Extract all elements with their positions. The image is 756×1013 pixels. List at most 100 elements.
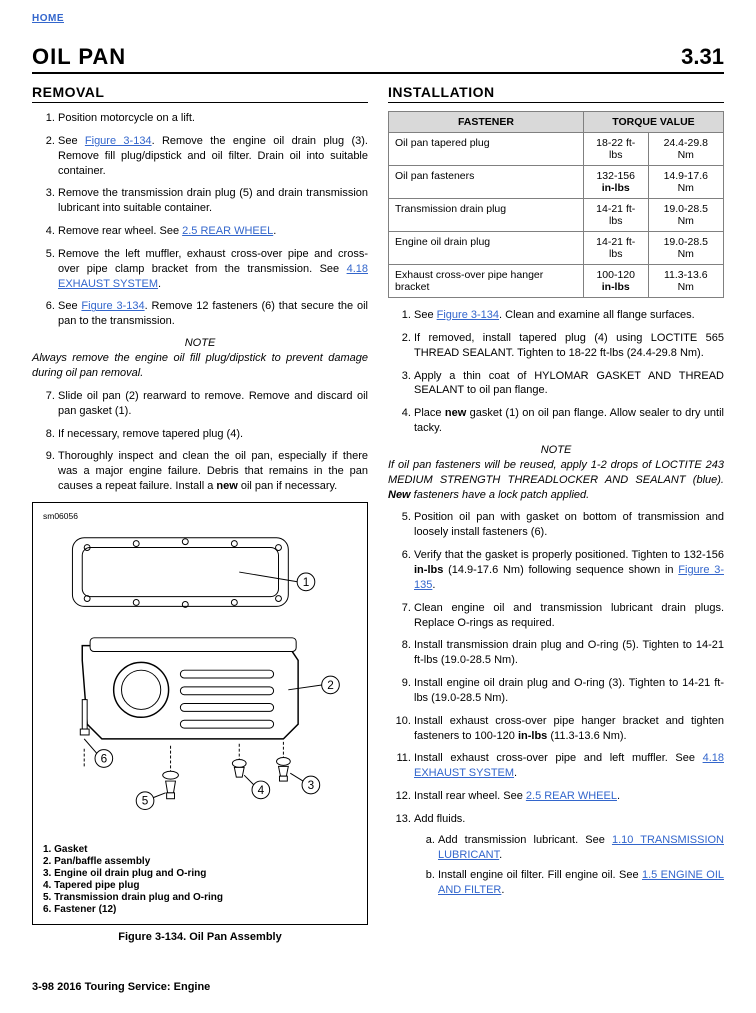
svg-text:1: 1 xyxy=(303,576,310,589)
bold: New xyxy=(388,489,411,501)
text: . xyxy=(514,767,517,779)
install-steps-cont: Position oil pan with gasket on bottom o… xyxy=(388,510,724,898)
table-row: Oil pan tapered plug18-22 ft-lbs24.4-29.… xyxy=(389,133,724,166)
section-number: 3.31 xyxy=(681,44,724,70)
cross-ref-link[interactable]: 2.5 REAR WHEEL xyxy=(526,790,617,802)
text: If oil pan fasteners will be reused, app… xyxy=(388,459,724,486)
step: Clean engine oil and transmission lubric… xyxy=(414,601,724,631)
home-link[interactable]: HOME xyxy=(32,13,64,24)
step: Position motorcycle on a lift. xyxy=(58,111,368,126)
step: Position oil pan with gasket on bottom o… xyxy=(414,510,724,540)
note-heading: NOTE xyxy=(388,444,724,456)
legend-item: 4. Tapered pipe plug xyxy=(43,880,357,891)
cell: 14-21 ft-lbs xyxy=(583,199,648,232)
svg-text:2: 2 xyxy=(327,679,334,692)
text: . xyxy=(499,849,502,861)
right-column: INSTALLATION FASTENER TORQUE VALUE Oil p… xyxy=(388,84,724,943)
legend-item: 6. Fastener (12) xyxy=(43,904,357,915)
step: See Figure 3-134. Clean and examine all … xyxy=(414,308,724,323)
legend-item: 3. Engine oil drain plug and O-ring xyxy=(43,868,357,879)
step: Apply a thin coat of HYLOMAR GASKET AND … xyxy=(414,369,724,399)
text: See xyxy=(414,309,437,321)
cell: 19.0-28.5 Nm xyxy=(648,199,723,232)
text: (14.9-17.6 Nm) following sequence shown … xyxy=(443,564,678,576)
text: 100-120in-lbs xyxy=(596,269,635,293)
text: . xyxy=(617,790,620,802)
text: Install exhaust cross-over pipe and left… xyxy=(414,752,703,764)
th-torque: TORQUE VALUE xyxy=(583,112,723,133)
figure-link[interactable]: Figure 3-134 xyxy=(437,309,499,321)
text: . xyxy=(432,579,435,591)
table-header-row: FASTENER TORQUE VALUE xyxy=(389,112,724,133)
note-heading: NOTE xyxy=(32,337,368,349)
cell: Engine oil drain plug xyxy=(389,232,584,265)
text: See xyxy=(58,135,85,147)
title-rule xyxy=(32,72,724,74)
removal-heading: REMOVAL xyxy=(32,84,368,100)
installation-rule xyxy=(388,102,724,103)
text: Install engine oil filter. Fill engine o… xyxy=(438,869,642,881)
svg-text:4: 4 xyxy=(258,784,265,797)
removal-rule xyxy=(32,102,368,103)
substep: Add transmission lubricant. See 1.10 TRA… xyxy=(438,833,724,863)
bold: in-lbs xyxy=(518,730,547,742)
step: See Figure 3-134. Remove the engine oil … xyxy=(58,134,368,179)
figure-box: sm06056 1 xyxy=(32,502,368,925)
text: 132-156in-lbs xyxy=(596,170,635,194)
torque-table: FASTENER TORQUE VALUE Oil pan tapered pl… xyxy=(388,111,724,298)
figure-link[interactable]: Figure 3-134 xyxy=(85,135,152,147)
step: Place new gasket (1) on oil pan flange. … xyxy=(414,406,724,436)
step: Remove the transmission drain plug (5) a… xyxy=(58,186,368,216)
note-body: Always remove the engine oil fill plug/d… xyxy=(32,351,368,381)
figure-legend: 1. Gasket 2. Pan/baffle assembly 3. Engi… xyxy=(43,844,357,915)
figure-id: sm06056 xyxy=(43,511,357,521)
text: Add transmission lubricant. See xyxy=(438,834,612,846)
legend-item: 2. Pan/baffle assembly xyxy=(43,856,357,867)
step: Install engine oil drain plug and O-ring… xyxy=(414,676,724,706)
cell: 14.9-17.6 Nm xyxy=(648,166,723,199)
cell: Oil pan tapered plug xyxy=(389,133,584,166)
bold: new xyxy=(216,480,237,492)
text: Remove the left muffler, exhaust cross-o… xyxy=(58,248,368,275)
text: Remove rear wheel. See xyxy=(58,225,182,237)
step: If removed, install tapered plug (4) usi… xyxy=(414,331,724,361)
text: . xyxy=(501,884,504,896)
svg-text:6: 6 xyxy=(101,752,108,765)
th-fastener: FASTENER xyxy=(389,112,584,133)
figure-link[interactable]: Figure 3-134 xyxy=(81,300,144,312)
cell: 132-156in-lbs xyxy=(583,166,648,199)
cell: Exhaust cross-over pipe hanger bracket xyxy=(389,265,584,298)
text: . xyxy=(158,278,161,290)
text: . xyxy=(273,225,276,237)
figure-caption: Figure 3-134. Oil Pan Assembly xyxy=(32,931,368,943)
page-title: OIL PAN xyxy=(32,44,126,70)
text: fasteners have a lock patch applied. xyxy=(411,489,590,501)
table-row: Oil pan fasteners 132-156in-lbs 14.9-17.6 … xyxy=(389,166,724,199)
step: Install transmission drain plug and O-ri… xyxy=(414,638,724,668)
removal-steps: Position motorcycle on a lift. See Figur… xyxy=(32,111,368,329)
text: Add fluids. xyxy=(414,813,465,825)
oil-pan-diagram: 1 2 6 xyxy=(43,525,357,835)
title-row: OIL PAN 3.31 xyxy=(32,44,724,70)
cell: Oil pan fasteners xyxy=(389,166,584,199)
cell: 18-22 ft-lbs xyxy=(583,133,648,166)
text: Place xyxy=(414,407,445,419)
installation-heading: INSTALLATION xyxy=(388,84,724,100)
note-body: If oil pan fasteners will be reused, app… xyxy=(388,458,724,503)
text: oil pan if necessary. xyxy=(238,480,337,492)
svg-text:5: 5 xyxy=(142,794,149,807)
legend-item: 1. Gasket xyxy=(43,844,357,855)
step: Add fluids. Add transmission lubricant. … xyxy=(414,812,724,898)
columns: REMOVAL Position motorcycle on a lift. S… xyxy=(32,84,724,943)
cell: 19.0-28.5 Nm xyxy=(648,232,723,265)
cross-ref-link[interactable]: 2.5 REAR WHEEL xyxy=(182,225,273,237)
step: If necessary, remove tapered plug (4). xyxy=(58,427,368,442)
step: See Figure 3-134. Remove 12 fasteners (6… xyxy=(58,299,368,329)
text: Verify that the gasket is properly posit… xyxy=(414,549,724,561)
cell: 100-120in-lbs xyxy=(583,265,648,298)
step: Remove rear wheel. See 2.5 REAR WHEEL. xyxy=(58,224,368,239)
text: See xyxy=(58,300,81,312)
text: Install rear wheel. See xyxy=(414,790,526,802)
table-row: Engine oil drain plug14-21 ft-lbs19.0-28… xyxy=(389,232,724,265)
substep: Install engine oil filter. Fill engine o… xyxy=(438,868,724,898)
